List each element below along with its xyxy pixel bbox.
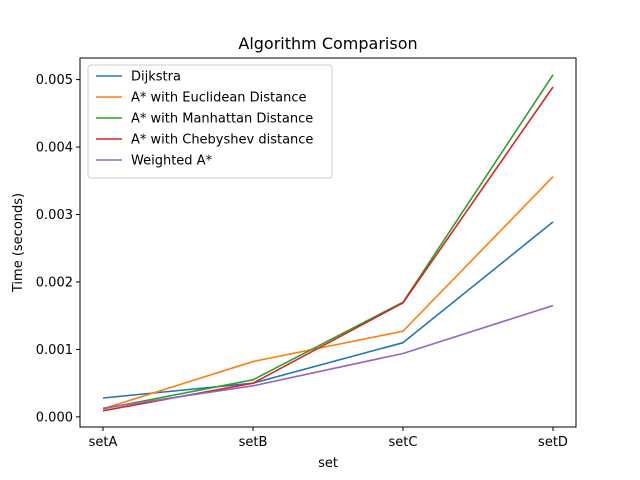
legend-entry-label: Dijkstra [131, 70, 181, 85]
y-tick-label: 0.003 [36, 208, 73, 223]
series-line-5 [102, 304, 554, 409]
x-tick-label: setD [538, 435, 568, 450]
y-axis-label: Time (seconds) [11, 193, 26, 293]
axes-frame [79, 57, 577, 428]
legend-entry-label: Weighted A* [131, 154, 213, 169]
y-tick-label: 0.005 [36, 73, 73, 88]
legend-box [87, 64, 333, 179]
y-tick-label: 0.002 [36, 275, 73, 290]
legend: Dijkstra A* with Euclidean Distance A* wit… [87, 64, 333, 179]
x-axis-label: set [318, 456, 338, 471]
legend-entry-label: A* with Euclidean Distance [131, 91, 307, 106]
series-line-1 [102, 221, 554, 399]
chart-title: Algorithm Comparison [238, 34, 417, 53]
y-tick-label: 0.004 [36, 141, 73, 156]
legend-entry-label: A* with Chebyshev distance [131, 133, 313, 148]
series-line-3 [102, 74, 554, 410]
x-tick-label: setC [389, 435, 418, 450]
series-line-2 [102, 176, 554, 410]
plot-lines [102, 74, 554, 412]
x-tick-label: setA [89, 435, 118, 450]
legend-entry-label: A* with Manhattan Distance [131, 112, 313, 127]
x-tick-label: setB [239, 435, 268, 450]
y-axis: 0.000 0.001 0.002 0.003 0.004 0.005 [36, 73, 80, 425]
y-tick-label: 0.000 [36, 410, 73, 425]
x-axis: setA setB setC setD [89, 427, 568, 450]
y-tick-label: 0.001 [36, 343, 73, 358]
